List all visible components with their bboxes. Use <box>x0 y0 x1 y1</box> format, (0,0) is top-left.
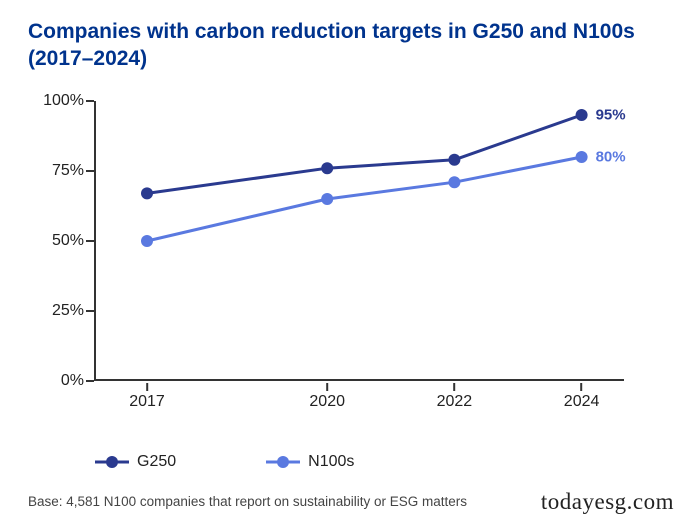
legend-sample <box>95 455 129 469</box>
data-point <box>576 151 588 163</box>
plot-area: 0% 25% 50% 75% 100% 2017 2020 2022 2024 95% 80% <box>24 91 644 421</box>
footnote: Base: 4,581 N100 companies that report o… <box>28 494 467 509</box>
x-tick: 2022 <box>437 393 473 411</box>
data-point <box>141 235 153 247</box>
y-tick: 100% <box>24 92 84 110</box>
x-tick: 2020 <box>309 393 345 411</box>
data-point <box>576 109 588 121</box>
axes-box: 0%25%50%75%100%201720202022202495%80% <box>94 101 624 381</box>
series-end-label: 80% <box>596 148 626 165</box>
series-line <box>147 157 582 241</box>
legend-sample <box>266 455 300 469</box>
x-tick: 2024 <box>564 393 600 411</box>
y-tick: 25% <box>24 302 84 320</box>
y-tick: 75% <box>24 162 84 180</box>
data-point <box>321 162 333 174</box>
legend-label: N100s <box>308 453 354 471</box>
chart-container: Companies with carbon reduction targets … <box>0 0 684 523</box>
data-point <box>448 176 460 188</box>
watermark: todayesg.com <box>541 489 674 515</box>
data-point <box>321 193 333 205</box>
series-svg <box>94 101 624 381</box>
legend-item-n100s: N100s <box>266 453 354 471</box>
series-end-label: 95% <box>596 106 626 123</box>
legend-label: G250 <box>137 453 176 471</box>
data-point <box>448 153 460 165</box>
y-tick: 50% <box>24 232 84 250</box>
series-line <box>147 115 582 193</box>
data-point <box>141 187 153 199</box>
x-tick: 2017 <box>129 393 165 411</box>
chart-title: Companies with carbon reduction targets … <box>28 18 656 73</box>
legend: G250 N100s <box>95 453 354 471</box>
legend-item-g250: G250 <box>95 453 176 471</box>
y-tick: 0% <box>24 372 84 390</box>
